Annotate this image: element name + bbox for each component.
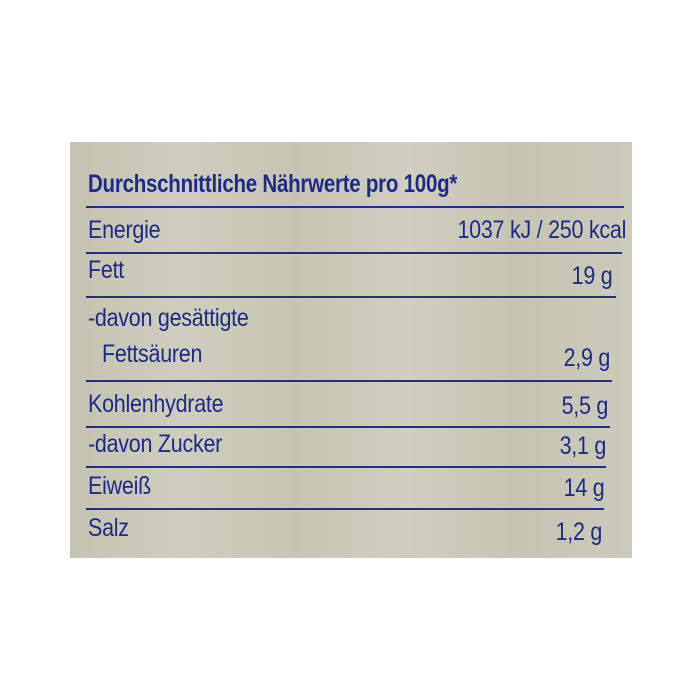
nutrition-label: Durchschnittliche Nährwerte pro 100g* En… [70, 142, 632, 558]
row-value-fett: 19 g [571, 262, 612, 290]
row-label-kohlenhydrate: Kohlenhydrate [88, 390, 224, 418]
divider [86, 296, 616, 298]
divider [86, 426, 610, 428]
row-label-fettsaeuren: Fettsäuren [102, 340, 203, 368]
divider [86, 206, 624, 208]
divider [86, 508, 604, 510]
row-value-kohlenhydrate: 5,5 g [561, 392, 608, 420]
divider [86, 380, 612, 382]
row-value-gesaettigte: 2,9 g [563, 344, 610, 372]
row-label-salz: Salz [88, 514, 129, 542]
row-value-salz: 1,2 g [555, 518, 602, 546]
row-label-gesaettigte: -davon gesättigte [88, 304, 249, 332]
row-value-eiweiss: 14 g [563, 474, 604, 502]
divider [86, 466, 606, 468]
row-label-zucker: -davon Zucker [88, 430, 223, 458]
table-title: Durchschnittliche Nährwerte pro 100g* [88, 170, 458, 198]
row-label-energie: Energie [88, 216, 161, 244]
row-value-energie: 1037 kJ / 250 kcal [457, 216, 626, 244]
row-value-zucker: 3,1 g [559, 432, 606, 460]
row-label-fett: Fett [88, 256, 125, 284]
row-label-eiweiss: Eiweiß [88, 472, 151, 500]
divider [86, 252, 622, 254]
